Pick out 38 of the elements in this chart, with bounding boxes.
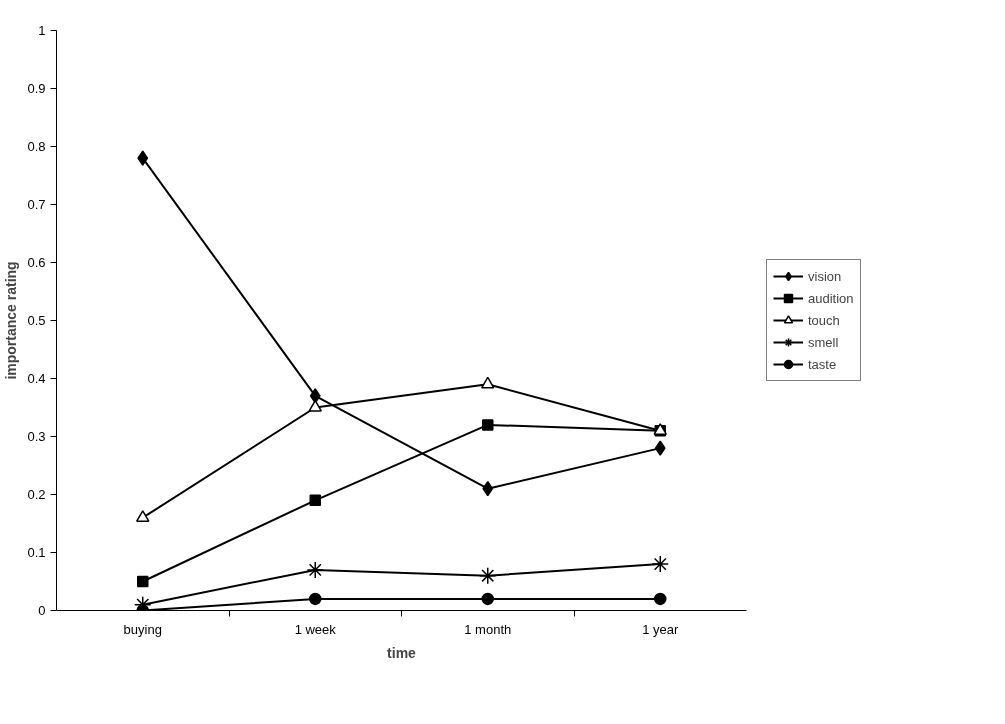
point [651, 555, 669, 573]
legend-label: vision [808, 268, 842, 284]
x-axis-title: time [387, 644, 417, 661]
x-tick-label: buying [123, 621, 162, 637]
y-tick-label: 0 [38, 603, 46, 618]
y-tick-label: 0.9 [27, 81, 46, 96]
legend-label: smell [808, 334, 839, 350]
y-tick-label: 0.1 [27, 545, 46, 560]
point [136, 510, 150, 522]
point [309, 388, 321, 404]
point [481, 592, 494, 606]
legend-label: taste [808, 356, 837, 372]
point [481, 376, 495, 389]
point [137, 150, 149, 166]
y-tick-label: 0.6 [27, 255, 46, 270]
y-tick-label: 0.4 [27, 371, 46, 386]
point [482, 480, 494, 497]
point [309, 494, 321, 507]
x-tick-label: 1 year [642, 621, 679, 637]
y-tick-label: 0.8 [27, 139, 46, 154]
point [308, 399, 322, 412]
y-tick-label: 0.7 [27, 197, 46, 212]
point [309, 592, 322, 606]
x-tick-label: 1 month [464, 621, 512, 637]
point [479, 566, 497, 585]
y-axis-title: importance rating [3, 261, 20, 380]
legend-label: touch [808, 312, 840, 328]
y-tick-label: 1 [38, 23, 46, 38]
point [654, 592, 667, 606]
y-tick-label: 0.3 [27, 429, 46, 444]
legend-label: audition [808, 290, 854, 306]
y-tick-label: 0.5 [27, 313, 46, 328]
point [654, 440, 666, 456]
point [137, 575, 149, 588]
point [306, 561, 324, 579]
y-tick-label: 0.2 [27, 487, 46, 502]
x-tick-label: 1 week [294, 621, 337, 637]
point [482, 419, 494, 431]
